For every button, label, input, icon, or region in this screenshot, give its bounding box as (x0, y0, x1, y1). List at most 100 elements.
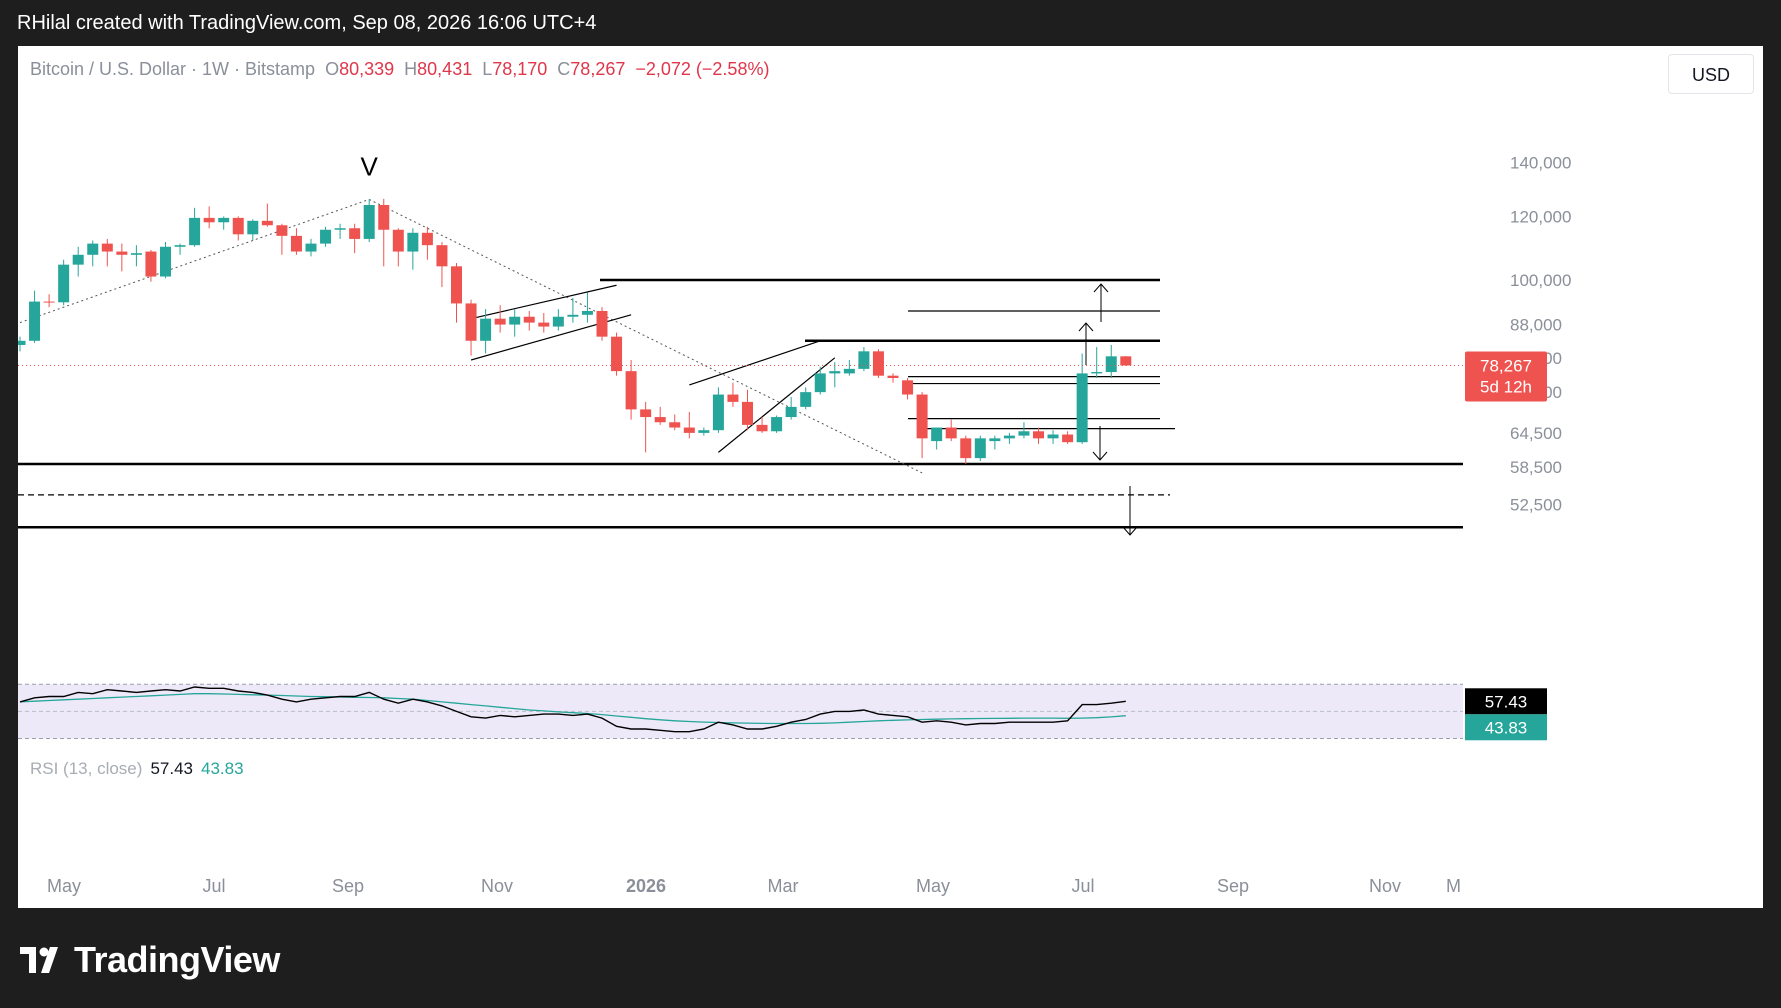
high-label: H (404, 59, 418, 79)
candle-body (654, 417, 666, 423)
price-tag-value: 78,267 (1480, 356, 1532, 375)
candle-body (1105, 356, 1117, 373)
candle-body (218, 217, 230, 223)
candle-body (1120, 356, 1132, 366)
candle-body (305, 243, 317, 252)
rsi-legend-label: RSI (13, close) (30, 759, 143, 778)
credit-header: RHilal created with TradingView.com, Sep… (17, 12, 597, 34)
x-tick-label: Sep (1217, 876, 1249, 896)
rsi-value-tag-box (1465, 688, 1547, 715)
x-tick-label: Sep (332, 876, 364, 896)
x-tick-label: Mar (768, 876, 799, 896)
candle-body (1091, 372, 1103, 374)
rsi-line (19, 686, 1126, 733)
candle-body (698, 430, 710, 433)
rsi-legend-value: 57.43 (150, 759, 193, 778)
candle-body (436, 245, 448, 267)
candle-body (625, 371, 637, 410)
y-tick-label: 120,000 (1510, 207, 1571, 226)
currency-button[interactable]: USD (1668, 54, 1754, 94)
candle-body (669, 422, 681, 428)
candle-body (785, 406, 797, 418)
candle-body (800, 392, 812, 407)
candle-body (509, 316, 521, 325)
rsi-ma-tag: 43.83 (1485, 718, 1528, 737)
candle-body (742, 401, 753, 425)
x-tick-label: Jul (202, 876, 225, 896)
footer-brand: TradingView (20, 935, 280, 985)
candle-body (334, 228, 346, 230)
rsi-legend-ma-value: 43.83 (200, 759, 244, 778)
symbol-legend: Bitcoin / U.S. Dollar · 1W · Bitstamp O80… (30, 59, 769, 80)
candle-body (974, 438, 986, 459)
x-tick-label: Jul (1071, 876, 1094, 896)
chart-panel[interactable]: V140,000120,000100,00088,00072,50064,500… (18, 46, 1763, 908)
candle-body (232, 217, 244, 235)
candle-body (1033, 431, 1044, 439)
flag-lower-line (718, 357, 836, 453)
arrow-down-2-head (1122, 526, 1138, 536)
candle-body (989, 438, 1001, 442)
y-tick-label: 140,000 (1510, 154, 1571, 173)
candle-body (43, 301, 55, 303)
candle-body (276, 225, 288, 236)
candle-body (567, 314, 579, 317)
x-tick-label: 2026 (626, 876, 666, 896)
candle-body (829, 371, 841, 374)
candle-body (72, 254, 84, 265)
tradingview-wordmark: TradingView (74, 939, 280, 980)
candle-body (261, 220, 273, 226)
x-tick-label: May (916, 876, 950, 896)
rsi-ma-tag-box (1465, 714, 1547, 741)
x-tick-label: Nov (1369, 876, 1401, 896)
candle-body (771, 417, 783, 432)
trend-rise-dotted (19, 198, 370, 324)
rsi-legend: RSI (13, close) 57.43 43.83 (30, 759, 244, 779)
close-value: 78,267 (570, 59, 626, 79)
candle-body (18, 340, 26, 345)
candle-body (451, 266, 462, 304)
arrow-up-2-head (1078, 322, 1094, 332)
candle-body (101, 243, 113, 252)
candle-body (465, 303, 477, 341)
candle-body (290, 235, 302, 252)
y-tick-label: 58,500 (1510, 458, 1562, 477)
candle-body (174, 245, 186, 247)
low-label: L (482, 59, 493, 79)
x-tick-label: May (47, 876, 81, 896)
candle-body (189, 217, 201, 246)
candle-body (29, 301, 41, 341)
symbol-label: Bitcoin / U.S. Dollar · 1W · Bitstamp (30, 59, 316, 79)
open-value: 80,339 (339, 59, 395, 79)
flag-upper-line (689, 340, 821, 386)
candle-body (378, 204, 390, 230)
candle-body (480, 318, 492, 341)
candle-body (130, 253, 142, 255)
candle-body (945, 427, 957, 439)
y-tick-label: 64,500 (1510, 424, 1562, 443)
candle-body (931, 427, 943, 442)
x-tick-label: Nov (481, 876, 513, 896)
close-label: C (557, 59, 571, 79)
wave-annotation: V (361, 151, 379, 181)
candle-body (887, 375, 899, 378)
candle-body (538, 322, 550, 327)
candle-body (727, 394, 739, 402)
candle-body (421, 232, 433, 246)
candle-body (160, 246, 171, 277)
candle-body (1047, 434, 1059, 439)
candle-body (902, 380, 914, 395)
x-axis-clip-mask (1461, 876, 1761, 898)
candle-body (494, 318, 506, 325)
candle-body (916, 394, 928, 439)
candle-body (363, 204, 375, 239)
candle-body (712, 394, 724, 431)
candle-body (1003, 435, 1015, 439)
candle-body (596, 310, 608, 337)
chart-canvas[interactable]: V140,000120,000100,00088,00072,50064,500… (18, 46, 1763, 908)
candle-body (756, 424, 768, 432)
rsi-ma-line (19, 693, 1126, 725)
price-tag-box (1465, 351, 1547, 402)
rsi-value-tag: 57.43 (1485, 692, 1528, 711)
candle-body (203, 217, 215, 223)
